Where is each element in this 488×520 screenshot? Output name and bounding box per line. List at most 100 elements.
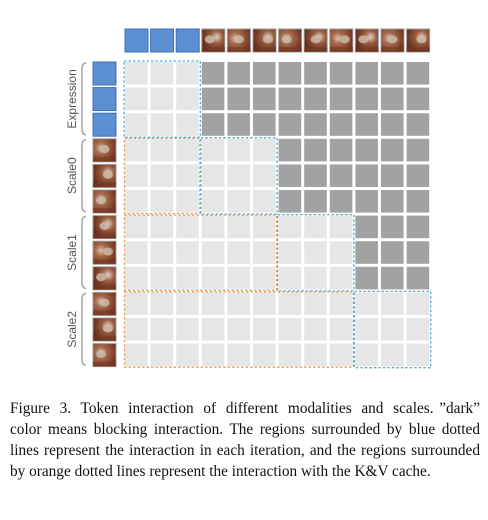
allowed-cell bbox=[176, 241, 199, 264]
row-token-column bbox=[92, 61, 117, 368]
image-thumbnail-figure bbox=[387, 35, 398, 44]
allowed-cell bbox=[125, 138, 148, 162]
blocked-cell bbox=[278, 113, 302, 136]
allowed-cell bbox=[150, 113, 174, 136]
iteration-region bbox=[200, 137, 278, 215]
allowed-cell bbox=[381, 318, 404, 341]
row-token-expression bbox=[92, 87, 117, 112]
image-thumbnail-figure bbox=[204, 35, 215, 44]
image-thumbnail-ground bbox=[93, 208, 116, 213]
allowed-cell bbox=[176, 62, 199, 85]
blocked-cell bbox=[253, 62, 276, 85]
allowed-cell bbox=[125, 343, 148, 367]
allowed-cell bbox=[150, 215, 174, 239]
allowed-cell bbox=[227, 318, 250, 341]
allowed-cell bbox=[278, 292, 302, 315]
group-bracket bbox=[81, 292, 87, 366]
image-thumbnail-ground bbox=[201, 47, 225, 52]
allowed-cell bbox=[329, 318, 353, 341]
group-bracket bbox=[81, 62, 87, 136]
row-token-expression bbox=[92, 61, 117, 86]
column-token-header bbox=[124, 28, 431, 53]
dotted-regions bbox=[123, 60, 432, 369]
row-token-image bbox=[92, 317, 117, 342]
image-thumbnail-figure bbox=[96, 273, 107, 282]
allowed-cell bbox=[150, 343, 174, 367]
kv-cache-region bbox=[123, 214, 278, 292]
allowed-cell bbox=[304, 318, 327, 341]
blocked-cell bbox=[355, 138, 378, 162]
blocked-cell bbox=[381, 113, 404, 136]
blocked-cell bbox=[406, 138, 430, 162]
blocked-cell bbox=[253, 113, 276, 136]
allowed-cell bbox=[201, 164, 225, 187]
iteration-region bbox=[353, 290, 432, 369]
image-thumbnail-figure bbox=[102, 170, 113, 179]
blocked-cell bbox=[381, 138, 404, 162]
allowed-cell bbox=[150, 87, 174, 111]
token-interaction-diagram: Expression Scale0 Scale1 Scale2 bbox=[65, 28, 432, 369]
blocked-cell bbox=[406, 215, 430, 239]
image-thumbnail-ground bbox=[93, 336, 116, 341]
allowed-cell bbox=[125, 266, 148, 290]
allowed-cell bbox=[125, 318, 148, 341]
allowed-cell bbox=[329, 241, 353, 264]
blocked-cell bbox=[406, 62, 430, 85]
blocked-cell bbox=[329, 190, 353, 213]
allowed-cell bbox=[150, 138, 174, 162]
blocked-cell bbox=[355, 190, 378, 213]
allowed-cell bbox=[253, 292, 276, 315]
allowed-cell bbox=[150, 241, 174, 264]
blocked-cell bbox=[304, 190, 327, 213]
image-thumbnail-figure bbox=[358, 35, 369, 44]
allowed-cell bbox=[329, 343, 353, 367]
group-bracket bbox=[81, 139, 87, 213]
allowed-cell bbox=[150, 318, 174, 341]
row-token-expression bbox=[92, 112, 117, 137]
blocked-cell bbox=[253, 87, 276, 111]
allowed-cell bbox=[278, 266, 302, 290]
column-token-image bbox=[252, 28, 277, 53]
allowed-cell bbox=[355, 292, 378, 315]
allowed-cell bbox=[253, 266, 276, 290]
image-thumbnail-figure bbox=[233, 35, 244, 44]
blocked-cell bbox=[227, 87, 250, 111]
allowed-cell bbox=[227, 266, 250, 290]
iteration-region bbox=[276, 213, 355, 292]
allowed-cell bbox=[201, 343, 225, 367]
allowed-cell bbox=[329, 292, 353, 315]
image-thumbnail-ground bbox=[93, 310, 116, 316]
blocked-cell bbox=[381, 241, 404, 264]
blocked-cell bbox=[381, 190, 404, 213]
blocked-cell bbox=[304, 164, 327, 187]
image-thumbnail-ground bbox=[355, 47, 379, 52]
allowed-cell bbox=[150, 62, 174, 85]
allowed-cell bbox=[253, 343, 276, 367]
allowed-cell bbox=[253, 241, 276, 264]
image-thumbnail-ground bbox=[93, 156, 116, 162]
allowed-cell bbox=[125, 190, 148, 213]
allowed-cell bbox=[406, 343, 430, 367]
blocked-cell bbox=[381, 62, 404, 85]
allowed-cell bbox=[304, 241, 327, 264]
kv-cache-region bbox=[123, 137, 201, 215]
allowed-cell bbox=[227, 343, 250, 367]
allowed-cell bbox=[201, 215, 225, 239]
allowed-cell bbox=[278, 343, 302, 367]
group-label-scale2: Scale2 bbox=[65, 311, 79, 348]
allowed-cell bbox=[201, 241, 225, 264]
allowed-cell bbox=[150, 266, 174, 290]
image-thumbnail-figure bbox=[339, 35, 350, 44]
allowed-cell bbox=[125, 87, 148, 111]
kv-cache-region bbox=[123, 291, 355, 368]
allowed-cell bbox=[329, 266, 353, 290]
blocked-cell bbox=[304, 138, 327, 162]
column-token-image bbox=[201, 28, 226, 53]
blocked-cell bbox=[278, 62, 302, 85]
allowed-cell bbox=[278, 215, 302, 239]
allowed-cell bbox=[304, 266, 327, 290]
allowed-cell bbox=[125, 113, 148, 136]
image-thumbnail-figure bbox=[99, 298, 110, 307]
image-thumbnail-figure bbox=[96, 196, 107, 205]
allowed-cell bbox=[304, 343, 327, 367]
